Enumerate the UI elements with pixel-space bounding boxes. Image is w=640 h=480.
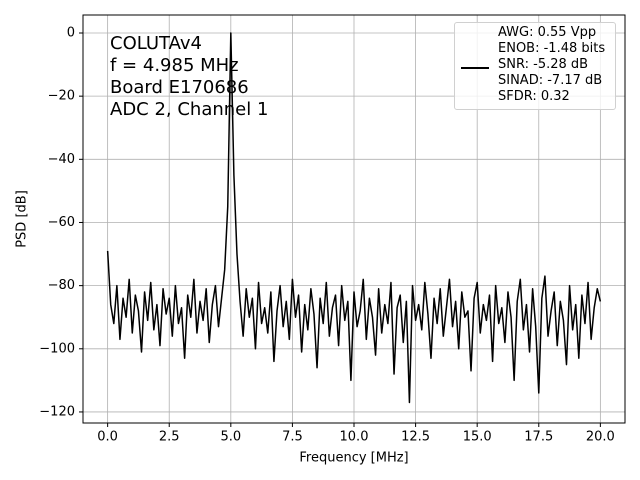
series-line	[106, 32, 602, 404]
y-axis-label: PSD [dB]	[15, 190, 30, 248]
annotation: COLUTAv4	[110, 33, 202, 54]
x-axis-label: Frequency [MHz]	[299, 451, 408, 466]
y-tick-label: −40	[48, 152, 75, 167]
y-tick-label: −120	[39, 404, 75, 419]
annotation: ADC 2, Channel 1	[110, 99, 268, 120]
legend-line	[461, 67, 489, 69]
x-tick-label: 12.5	[401, 430, 430, 445]
x-tick-label: 17.5	[524, 430, 553, 445]
annotation: Board E170686	[110, 77, 249, 98]
x-tick-label: 0.0	[97, 430, 118, 445]
y-tick-label: −100	[39, 341, 75, 356]
x-tick-label: 20.0	[586, 430, 615, 445]
x-tick-label: 7.5	[282, 430, 303, 445]
annotation: f = 4.985 MHz	[110, 55, 239, 76]
x-tick-label: 15.0	[463, 430, 492, 445]
y-tick-label: 0	[67, 26, 75, 41]
x-tick-label: 10.0	[340, 430, 369, 445]
x-tick-label: 2.5	[159, 430, 180, 445]
y-tick-label: −60	[48, 215, 75, 230]
legend-label: AWG: 0.55 Vpp ENOB: -1.48 bits SNR: -5.2…	[498, 25, 606, 104]
legend: AWG: 0.55 Vpp ENOB: -1.48 bits SNR: -5.2…	[454, 22, 616, 110]
y-tick-label: −20	[48, 89, 75, 104]
y-tick-label: −80	[48, 278, 75, 293]
x-tick-label: 5.0	[220, 430, 241, 445]
